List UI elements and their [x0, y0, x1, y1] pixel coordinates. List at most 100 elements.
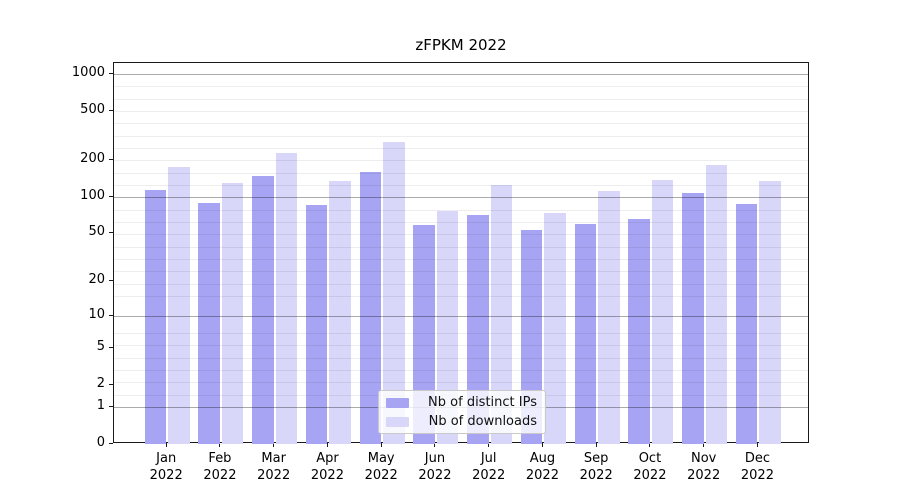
y-tick-mark [109, 405, 113, 407]
x-axis-tick-label: Aug 2022 [525, 451, 559, 483]
x-tick-mark [165, 443, 167, 447]
gridline-minor [114, 222, 808, 224]
bar-downloads-oct [651, 179, 674, 444]
x-axis-tick-label: May 2022 [364, 451, 398, 483]
gridline-minor [114, 382, 808, 384]
y-axis-tick-label: 500 [80, 102, 105, 118]
bar-distinct-ips-jan [144, 189, 167, 444]
bar-distinct-ips-nov [682, 193, 704, 444]
gridline-minor [114, 86, 808, 88]
bar-distinct-ips-oct [628, 218, 650, 444]
x-axis-tick-label: Jan 2022 [149, 451, 183, 483]
x-tick-mark [649, 443, 651, 447]
y-tick-mark [109, 73, 113, 75]
legend-item-downloads: Nb of downloads [386, 414, 537, 429]
gridline-minor [114, 357, 808, 359]
x-axis-tick-label: Sep 2022 [579, 451, 613, 483]
x-axis-tick-label: Mar 2022 [257, 451, 291, 483]
x-tick-mark [380, 443, 382, 447]
gridline-minor [114, 333, 808, 335]
bar-distinct-ips-mar [252, 175, 274, 444]
bar-distinct-ips-sep [574, 223, 597, 444]
y-tick-mark [109, 195, 113, 197]
x-tick-mark [273, 443, 275, 447]
gridline-minor [114, 172, 808, 174]
y-tick-mark [109, 443, 113, 444]
bar-downloads-apr [329, 181, 351, 444]
x-tick-mark [703, 443, 705, 447]
gridline-minor [114, 148, 808, 150]
x-axis-tick-label: Oct 2022 [633, 451, 667, 483]
bar-downloads-mar [275, 153, 298, 444]
x-axis-tick-label: Jun 2022 [418, 451, 452, 483]
chart-title: zFPKM 2022 [415, 36, 507, 54]
bar-downloads-jul [490, 185, 513, 444]
y-tick-mark [109, 110, 113, 112]
y-axis-tick-label: 0 [96, 435, 105, 450]
legend-swatch-downloads [386, 416, 409, 427]
gridline-minor [114, 234, 808, 236]
y-tick-mark [109, 159, 113, 161]
bar-downloads-aug [544, 212, 566, 444]
bar-distinct-ips-jul [467, 214, 489, 444]
x-tick-mark [756, 443, 758, 447]
gridline-minor [114, 246, 808, 248]
legend-item-distinct-ips: Nb of distinct IPs [386, 395, 537, 410]
bar-downloads-feb [221, 182, 244, 444]
x-tick-mark [326, 443, 328, 447]
x-axis-tick-label: Feb 2022 [203, 451, 237, 483]
y-tick-mark [109, 347, 113, 349]
bar-downloads-jan [168, 167, 190, 444]
plot-area [113, 62, 809, 444]
bar-distinct-ips-jun [413, 224, 435, 444]
y-axis-tick-label: 1000 [71, 65, 105, 81]
gridline-minor [114, 123, 808, 125]
y-tick-mark [109, 279, 113, 281]
bar-distinct-ips-dec [735, 204, 758, 444]
y-axis-tick-label: 20 [88, 271, 105, 287]
legend-label-distinct-ips: Nb of distinct IPs [428, 395, 537, 410]
y-axis-tick-label: 1 [96, 397, 105, 413]
bar-downloads-nov [705, 165, 728, 444]
gridline-major [114, 315, 808, 317]
y-tick-mark [109, 314, 113, 316]
bar-distinct-ips-may [359, 171, 382, 444]
x-tick-mark [219, 443, 221, 447]
gridline-major [114, 74, 808, 76]
y-axis-tick-label: 50 [88, 224, 105, 240]
gridline-minor [114, 185, 808, 187]
gridline-minor [114, 160, 808, 162]
gridline-minor [114, 296, 808, 298]
bar-downloads-jun [436, 211, 459, 444]
gridline-minor [114, 111, 808, 113]
y-axis-tick-label: 100 [80, 187, 105, 203]
gridline-minor [114, 209, 808, 211]
x-tick-mark [595, 443, 597, 447]
bar-downloads-may [383, 141, 405, 444]
gridline-minor [114, 283, 808, 285]
gridline-major [114, 196, 808, 198]
bar-distinct-ips-apr [305, 204, 328, 444]
y-axis-tick-label: 5 [96, 339, 105, 355]
x-tick-mark [541, 443, 543, 447]
gridline-minor [114, 98, 808, 100]
bar-downloads-dec [759, 180, 781, 444]
y-axis-tick-label: 10 [88, 306, 105, 322]
bar-distinct-ips-feb [198, 203, 220, 444]
legend-label-downloads: Nb of downloads [428, 414, 537, 429]
gridline-minor [114, 135, 808, 137]
x-tick-mark [488, 443, 490, 447]
gridline-minor [114, 271, 808, 273]
y-tick-mark [109, 384, 113, 386]
gridline-minor [114, 259, 808, 261]
bar-downloads-sep [598, 190, 620, 444]
gridline-minor [114, 345, 808, 347]
legend: Nb of distinct IPs Nb of downloads [378, 390, 546, 434]
x-axis-tick-label: Dec 2022 [740, 451, 774, 483]
y-axis-tick-label: 200 [80, 151, 105, 167]
x-axis-tick-label: Nov 2022 [687, 451, 721, 483]
gridline-minor [114, 370, 808, 372]
x-axis-tick-label: Jul 2022 [472, 451, 506, 483]
x-tick-mark [434, 443, 436, 447]
